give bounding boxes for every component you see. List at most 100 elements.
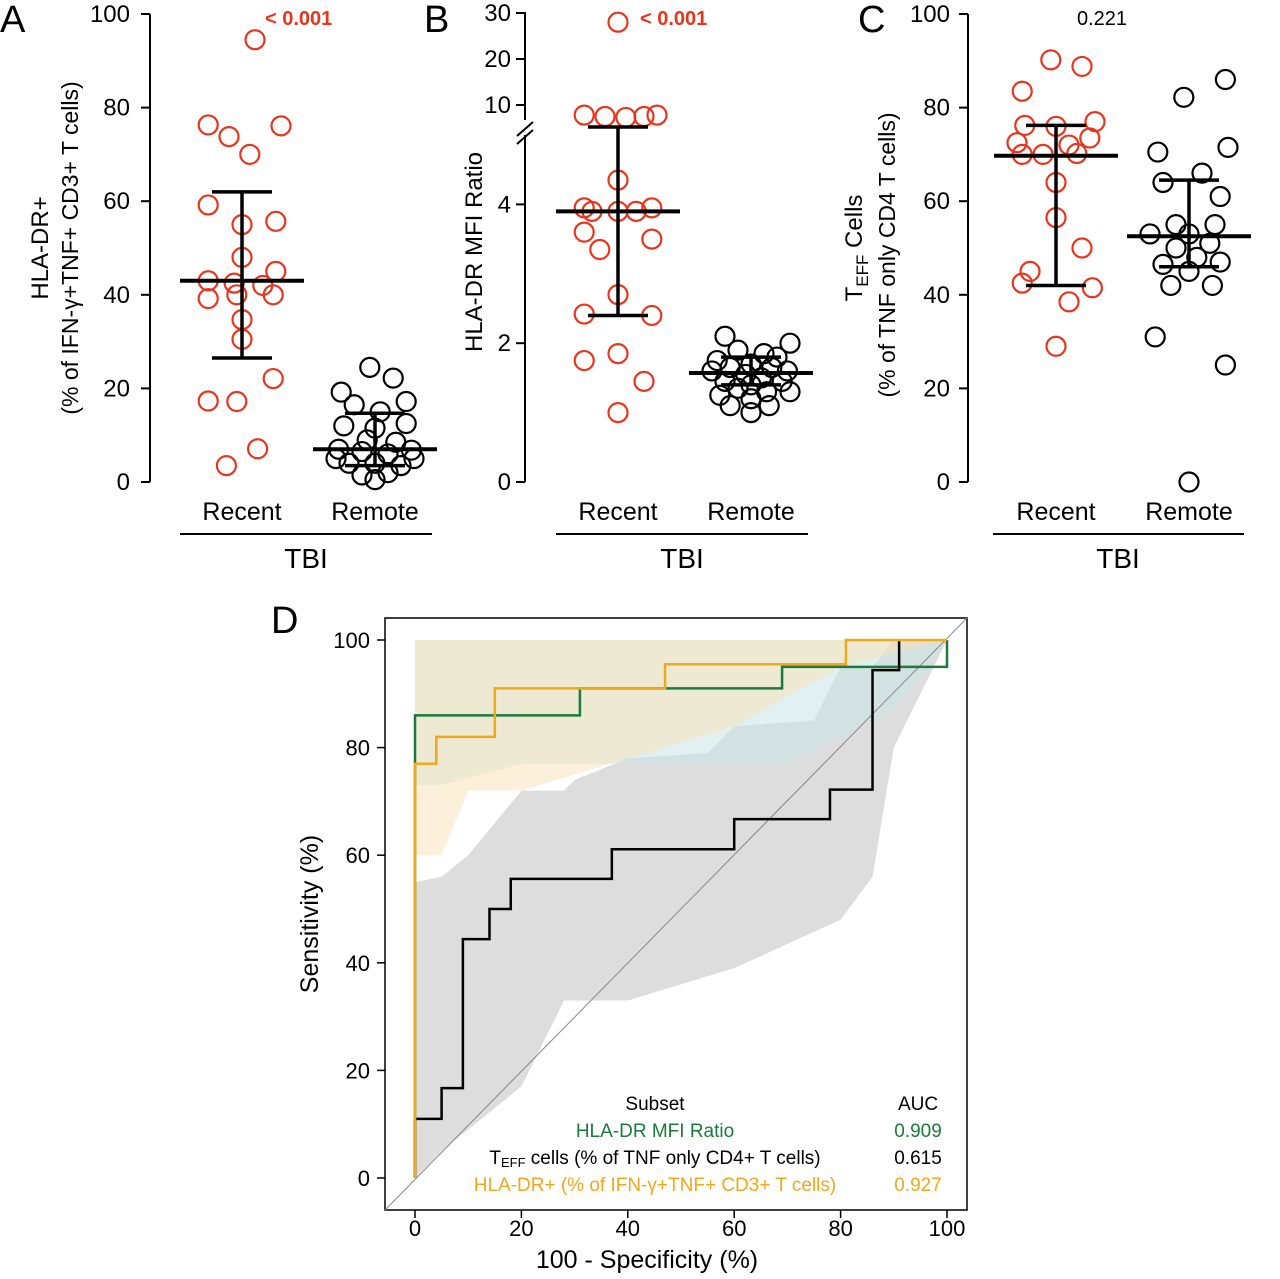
panel-b-point — [706, 349, 728, 372]
panel-letter-d: D — [271, 600, 298, 642]
panel-c-point — [1144, 326, 1166, 348]
panel-c-ylabel-cells: Cells — [841, 195, 868, 255]
panel-b-pvalue: < 0.001 — [640, 8, 707, 30]
panel-c-point — [1204, 214, 1226, 236]
panel-c-pvalue: 0.221 — [1077, 8, 1127, 30]
panel-d-ytick-label: 100 — [333, 628, 370, 653]
panel-a-point — [262, 284, 284, 306]
panel-c-point — [1165, 237, 1187, 259]
panel-b-ytick-label: 4 — [498, 191, 511, 218]
panel-c-point — [1071, 237, 1093, 259]
panel-a-ytick-label: 100 — [90, 1, 130, 28]
panel-c-point — [1045, 335, 1067, 357]
panel-c-ylabel-line1: TEFF Cells — [841, 195, 872, 302]
panel-c: TEFF Cells (% of TNF only CD4 T cells) 0… — [841, 8, 1244, 574]
panel-c-point — [1079, 127, 1101, 149]
panel-c-point — [1209, 185, 1231, 208]
panel-a: HLA-DR+ (% of IFN-γ+TNF+ CD3+ T cells) <… — [27, 8, 432, 574]
panel-c-ytick-label: 40 — [923, 282, 950, 309]
panel-b-axis-break — [516, 129, 534, 145]
panel-a-point — [270, 115, 292, 137]
panel-d-roc-hla-dr-plus — [413, 638, 947, 1178]
legend-teff-t: T — [489, 1148, 501, 1169]
panel-a-point — [262, 367, 284, 390]
panel-a-point — [351, 464, 373, 486]
panel-d-xtick-label: 0 — [409, 1216, 421, 1241]
panel-c-point — [1152, 253, 1174, 275]
panel-b-point — [776, 360, 799, 382]
panel-c-point — [1199, 232, 1221, 254]
panel-b-point — [633, 370, 655, 392]
panel-a-ytick-label: 20 — [103, 375, 130, 402]
panel-c-point — [1081, 277, 1104, 299]
panel-c-marks: 0 20 40 60 80 100 — [910, 1, 1251, 496]
panel-a-point — [215, 455, 237, 477]
panel-d-xtick-label: 100 — [929, 1216, 966, 1241]
panel-b-ytick-label: 30 — [484, 0, 511, 27]
panel-d-axes: 0 20 40 60 80 100 0 20 40 60 80 100 — [333, 628, 965, 1241]
panel-b: HLA-DR MFI Ratio < 0.001 Recent Remote T… — [461, 8, 808, 574]
panel-c-ytick-label: 80 — [923, 95, 950, 122]
panel-b-point — [758, 395, 780, 417]
panel-a-point — [197, 287, 219, 310]
panel-b-point — [753, 343, 775, 365]
panel-b-ytick-label: 20 — [484, 46, 511, 73]
panel-b-marks: 0 2 4 10 20 30 — [484, 0, 813, 496]
panel-a-ytick-label: 80 — [103, 95, 130, 122]
panel-a-point — [343, 394, 365, 416]
panel-a-point — [239, 143, 261, 165]
legend-series-teff: TEFF cells (% of TNF only CD4+ T cells) — [489, 1148, 820, 1170]
panel-a-pvalue: < 0.001 — [265, 8, 332, 30]
panel-a-ytick-label: 0 — [117, 469, 130, 496]
legend-auc-teff: 0.615 — [894, 1148, 942, 1169]
panel-b-point — [589, 238, 611, 261]
panel-a-ytick-label: 60 — [103, 188, 130, 215]
panel-a-xtick-recent: Recent — [202, 498, 281, 526]
panel-d-ytick-label: 80 — [346, 736, 370, 761]
panel-b-point — [779, 381, 801, 403]
panel-d-ytick-label: 60 — [346, 843, 370, 868]
panel-c-xtick-recent: Recent — [1016, 498, 1095, 526]
panel-a-xtick-remote: Remote — [331, 498, 419, 526]
panel-c-group-label: TBI — [1096, 543, 1140, 574]
panel-b-point — [719, 395, 741, 417]
panel-a-point — [395, 412, 417, 435]
panel-a-point — [330, 381, 352, 403]
legend-series-hla-dr-mfi: HLA-DR MFI Ratio — [576, 1121, 734, 1142]
panel-b-point — [641, 197, 663, 219]
panel-d-diagonal — [384, 617, 968, 1211]
panel-letter-b: B — [424, 0, 449, 41]
panel-c-ytick-label: 60 — [923, 188, 950, 215]
panel-b-point — [607, 402, 629, 424]
panel-b-ytick-label: 10 — [484, 92, 511, 119]
panel-d: 0 20 40 60 80 100 0 20 40 60 80 100 Sensitivity (%)… — [296, 617, 968, 1274]
panel-c-point — [1152, 171, 1174, 194]
panel-b-xtick-recent: Recent — [578, 498, 657, 526]
panel-a-point — [364, 469, 386, 491]
panel-c-point — [1214, 354, 1237, 376]
panel-c-point — [1160, 274, 1182, 297]
panel-c-point — [1071, 55, 1093, 78]
panel-c-ylabel-t: T — [841, 286, 868, 301]
panel-c-point — [1191, 162, 1213, 184]
panel-c-point — [1209, 251, 1231, 273]
panel-a-group-label: TBI — [284, 543, 328, 574]
panel-c-point — [1178, 471, 1200, 493]
panel-c-point — [1217, 136, 1239, 158]
panel-b-point — [727, 339, 749, 361]
panel-b-point — [594, 105, 616, 128]
panel-b-ytick-label: 0 — [498, 469, 511, 496]
panel-b-point — [641, 228, 663, 250]
panel-d-ytick-label: 20 — [346, 1058, 370, 1083]
panel-c-point — [1139, 223, 1161, 245]
panel-c-ylabel-sub: EFF — [853, 255, 872, 287]
panel-d-ytick-label: 40 — [346, 951, 370, 976]
panel-d-frame — [384, 617, 968, 1211]
panel-a-ytick-label: 40 — [103, 282, 130, 309]
legend-series-hla-dr-plus: HLA-DR+ (% of IFN-γ+TNF+ CD3+ T cells) — [474, 1175, 836, 1196]
panel-c-ytick-label: 20 — [923, 375, 950, 402]
panel-c-point — [1011, 80, 1033, 102]
panel-a-point — [338, 452, 360, 474]
panel-a-point — [333, 415, 355, 437]
legend-subset-header: Subset — [625, 1094, 685, 1115]
